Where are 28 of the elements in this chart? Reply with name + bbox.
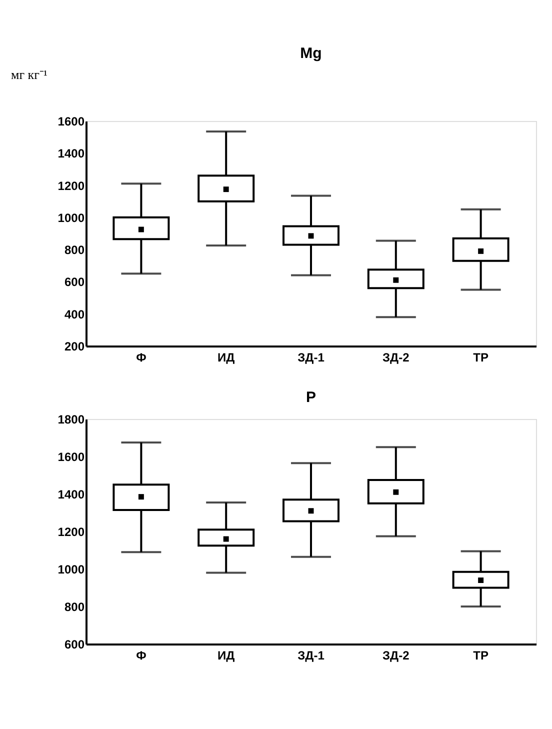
text: мг кг⁻¹ — [11, 67, 48, 82]
y-tick-label: 1000 — [58, 210, 85, 225]
x-tick-label: ЗД-1 — [298, 648, 325, 662]
y-tick-label: 200 — [64, 340, 85, 354]
y-tick-label: 600 — [64, 275, 85, 290]
y-tick-label: 1800 — [58, 412, 85, 426]
x-tick-label: ИД — [218, 350, 236, 364]
x-tick-label: ЗД-1 — [298, 350, 325, 364]
y-tick-label: 1400 — [58, 488, 85, 502]
y-tick-label: 1600 — [58, 114, 85, 128]
x-tick-label: Ф — [136, 648, 146, 662]
y-tick-label: 1200 — [58, 525, 85, 539]
x-tick-label: ТР — [473, 350, 488, 364]
x-tick-label: ТР — [473, 648, 488, 662]
y-tick-label: 1000 — [58, 562, 85, 576]
x-tick-label: ЗД-2 — [382, 350, 410, 364]
x-tick-label: Ф — [136, 350, 146, 364]
chart-title: P — [306, 389, 316, 406]
y-tick-label: 1400 — [58, 146, 85, 161]
y-tick-label: 800 — [64, 243, 85, 258]
y-tick-label: 1600 — [58, 450, 85, 464]
chart-title: Mg — [300, 45, 322, 62]
x-tick-label: ЗД-2 — [382, 648, 410, 662]
y-tick-label: 400 — [64, 307, 85, 322]
y-tick-label: 1200 — [58, 178, 85, 193]
y-tick-label: 600 — [64, 638, 85, 652]
x-tick-label: ИД — [218, 648, 236, 662]
y-tick-label: 800 — [64, 600, 85, 614]
